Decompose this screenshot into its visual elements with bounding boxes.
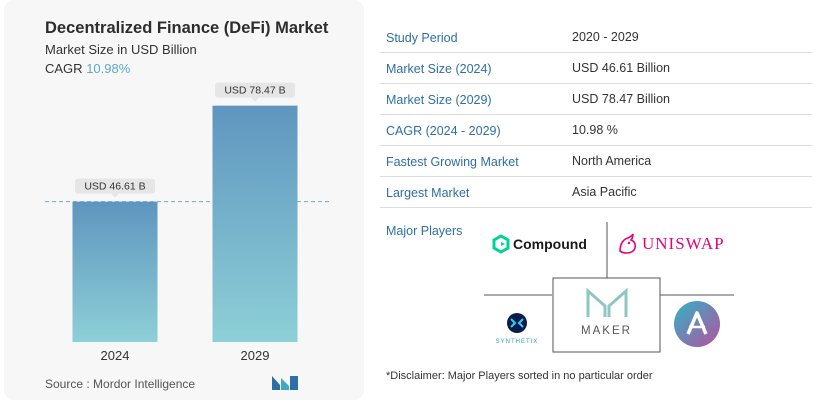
cagr-value: 10.98% [86, 61, 131, 76]
aave-logo [673, 300, 721, 353]
synthetix-logo: SYNTHETIX [492, 312, 542, 345]
data-label-pointer [251, 97, 259, 102]
maker-icon [586, 287, 627, 317]
major-players-label: Major Players [386, 224, 463, 238]
cagr-label: CAGR [45, 61, 83, 76]
market-summary-table: Study Period 2020 - 2029 Market Size (20… [380, 22, 812, 208]
chart-title: Decentralized Finance (DeFi) Market [45, 19, 329, 37]
aave-icon [674, 301, 720, 347]
unicorn-icon [619, 233, 637, 254]
uniswap-logo: UNISWAP [616, 233, 725, 255]
chart-subtitle: Market Size in USD Billion [45, 42, 197, 57]
row-value: 10.98 % [572, 123, 618, 137]
synthetix-name: SYNTHETIX [495, 339, 539, 345]
x-tick-label: 2024 [101, 348, 130, 363]
row-key: Market Size (2024) [386, 62, 492, 76]
chart-card [4, 0, 364, 400]
compound-icon [492, 234, 510, 254]
maker-name: MAKER [581, 325, 632, 337]
data-label: USD 46.61 B [84, 181, 145, 193]
row-key: CAGR (2024 - 2029) [386, 124, 501, 138]
row-value: USD 46.61 Billion [572, 61, 670, 75]
row-value: Asia Pacific [572, 185, 637, 199]
row-value: 2020 - 2029 [572, 30, 639, 44]
data-label-background [215, 82, 295, 98]
row-key: Study Period [386, 31, 458, 45]
uniswap-name: UNISWAP [642, 234, 725, 253]
maker-logo: MAKER [553, 287, 660, 337]
synthetix-icon [507, 313, 527, 333]
bar-2029 [212, 105, 298, 342]
mordor-intelligence-logo-icon [272, 376, 298, 390]
compound-name: Compound [513, 236, 587, 252]
data-label: USD 78.47 B [224, 85, 285, 97]
row-key: Market Size (2029) [386, 93, 492, 107]
table-row: Market Size (2024) USD 46.61 Billion [380, 53, 812, 84]
disclaimer-text: *Disclaimer: Major Players sorted in no … [386, 370, 653, 382]
bar-chart: USD 46.61 B 2024 USD 78.47 B 2029 [45, 82, 330, 363]
row-value: USD 78.47 Billion [572, 92, 670, 106]
table-row: Fastest Growing Market North America [380, 146, 812, 177]
table-row: CAGR (2024 - 2029) 10.98 % [380, 115, 812, 146]
row-key: Largest Market [386, 186, 470, 200]
table-row: Market Size (2029) USD 78.47 Billion [380, 84, 812, 115]
data-label-pointer [111, 193, 119, 198]
row-key: Fastest Growing Market [386, 155, 519, 169]
compound-logo: Compound [492, 234, 587, 254]
row-value: North America [572, 154, 652, 168]
data-label-background [75, 178, 155, 194]
source-text: Source : Mordor Intelligence [45, 377, 196, 391]
bar-2024 [72, 201, 158, 342]
cagr-line: CAGR 10.98% [45, 61, 130, 76]
table-row: Study Period 2020 - 2029 [380, 22, 812, 53]
table-row: Largest Market Asia Pacific [380, 177, 812, 208]
x-tick-label: 2029 [241, 348, 270, 363]
